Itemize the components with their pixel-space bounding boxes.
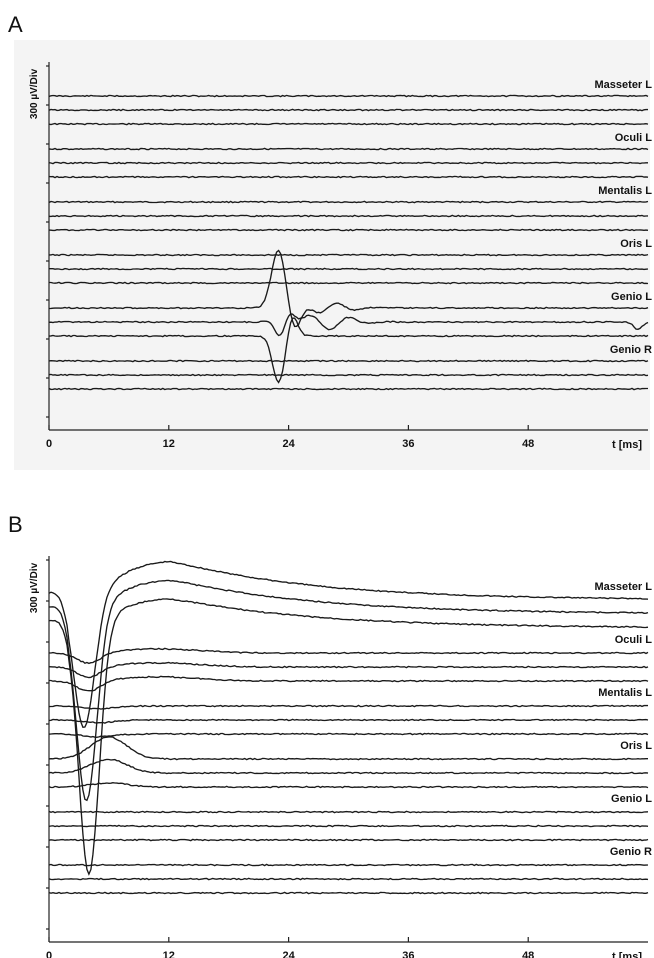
channel-label-genio-r: Genio R <box>610 344 652 356</box>
trace-mentalis-l-3 <box>48 732 649 738</box>
channel-label-genio-l: Genio L <box>611 793 652 805</box>
trace-oris-l-3 <box>49 281 649 285</box>
trace-masseter-l-1 <box>48 94 649 98</box>
x-tick-label: 24 <box>282 950 295 958</box>
trace-oculi-l-1 <box>48 647 649 665</box>
trace-oris-l-3 <box>48 782 649 789</box>
trace-genio-l-2 <box>48 824 649 828</box>
y-axis-label: 300 µV/Div <box>29 562 40 613</box>
panel-letter-a: A <box>8 12 23 37</box>
trace-oris-l-1 <box>48 736 648 761</box>
x-tick-label: 48 <box>522 438 534 450</box>
channel-label-oris-l: Oris L <box>620 740 652 752</box>
trace-genio-l-2 <box>48 313 649 337</box>
x-tick-label: 12 <box>163 950 175 958</box>
panel-b-chart: 300 µV/Div 0 12 24 36 48 t [ms] Masseter L Oculi… <box>29 556 653 958</box>
trace-oculi-l-1 <box>48 147 649 151</box>
trace-masseter-l-1 <box>48 560 649 729</box>
trace-mentalis-l-2 <box>48 214 649 218</box>
trace-genio-r-1 <box>48 359 649 363</box>
trace-masseter-l-2 <box>48 579 649 802</box>
x-tick-label: 0 <box>46 438 52 450</box>
trace-oris-l-2 <box>48 758 649 775</box>
trace-genio-l-1 <box>48 249 649 328</box>
x-axis-label: t [ms] <box>612 439 642 451</box>
channel-label-masseter-l: Masseter L <box>595 79 653 91</box>
trace-mentalis-l-1 <box>48 704 649 710</box>
y-axis-label: 300 µV/Div <box>29 68 40 119</box>
trace-genio-r-1 <box>48 863 649 867</box>
trace-masseter-l-2 <box>48 108 648 112</box>
trace-genio-r-3 <box>48 891 649 895</box>
trace-masseter-l-3 <box>48 122 649 126</box>
channel-label-genio-l: Genio L <box>611 291 652 303</box>
trace-genio-l-1 <box>48 810 649 814</box>
x-tick-label: 36 <box>402 438 414 450</box>
trace-oculi-l-2 <box>48 661 649 679</box>
channel-label-genio-r: Genio R <box>610 846 652 858</box>
channel-label-oculi-l: Oculi L <box>615 634 653 646</box>
x-tick-label: 36 <box>402 950 414 958</box>
trace-mentalis-l-1 <box>48 200 649 204</box>
channel-label-oris-l: Oris L <box>620 238 652 250</box>
trace-oculi-l-3 <box>48 175 649 179</box>
trace-oculi-l-3 <box>49 675 649 692</box>
trace-oris-l-2 <box>49 267 649 271</box>
trace-genio-l-3 <box>48 838 649 842</box>
panel-letter-b: B <box>8 512 23 537</box>
trace-genio-r-3 <box>48 387 648 391</box>
trace-mentalis-l-2 <box>48 718 649 724</box>
channel-label-mentalis-l: Mentalis L <box>598 185 652 197</box>
x-tick-label: 24 <box>282 438 295 450</box>
trace-genio-r-2 <box>48 877 649 881</box>
trace-oris-l-1 <box>49 253 649 257</box>
x-axis-label: t [ms] <box>612 951 642 958</box>
trace-mentalis-l-3 <box>48 228 649 232</box>
channel-label-mentalis-l: Mentalis L <box>598 687 652 699</box>
trace-genio-l-3 <box>48 317 649 384</box>
x-tick-label: 0 <box>46 950 52 958</box>
trace-genio-r-2 <box>48 373 649 377</box>
x-tick-label: 12 <box>163 438 175 450</box>
trace-oculi-l-2 <box>48 161 648 165</box>
trace-masseter-l-3 <box>48 598 649 876</box>
x-tick-label: 48 <box>522 950 534 958</box>
channel-label-oculi-l: Oculi L <box>615 132 653 144</box>
panel-a-chart: 300 µV/Div 0 12 24 36 48 t [ms] Masseter L Oculi… <box>29 62 653 451</box>
channel-label-masseter-l: Masseter L <box>595 581 653 593</box>
